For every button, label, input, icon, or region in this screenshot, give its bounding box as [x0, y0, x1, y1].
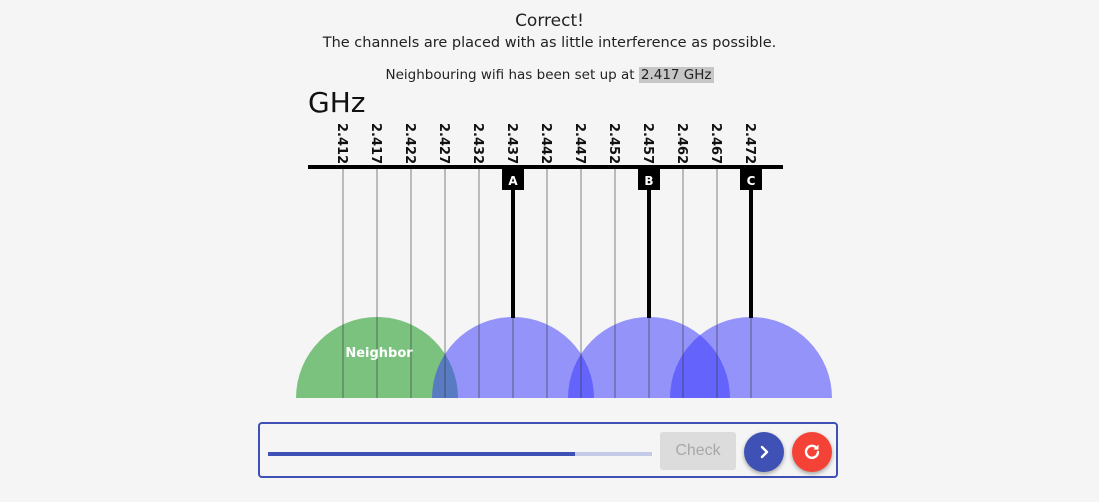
channel-marker-a [502, 169, 524, 190]
refresh-icon [804, 444, 820, 459]
progress-fill [268, 452, 576, 456]
frequency-tick-label: 2.427 [436, 123, 451, 164]
frequency-tick-label: 2.447 [572, 123, 587, 164]
feedback-message: The channels are placed with as little i… [322, 35, 777, 51]
feedback-title: Correct! [515, 11, 584, 31]
frequency-tick-label: 2.452 [606, 123, 621, 164]
channel-marker-b [638, 169, 660, 190]
frequency-tick-label: 2.467 [708, 123, 723, 164]
frequency-tick-label: 2.462 [674, 123, 689, 164]
progress-bar [268, 452, 652, 456]
neighbour-info-text: Neighbouring wifi has been set up at [385, 67, 639, 83]
channel-marker-label: B [644, 174, 653, 188]
neighbour-frequency: 2.417 GHz [638, 67, 714, 83]
next-button[interactable] [744, 432, 784, 472]
frequency-tick-label: 2.472 [742, 123, 757, 164]
frequency-tick-label: 2.457 [640, 123, 655, 164]
check-button[interactable]: Check [660, 432, 736, 470]
channel-marker-c [740, 169, 762, 190]
chevron-right-icon [760, 445, 769, 459]
frequency-tick-label: 2.442 [538, 123, 553, 164]
neighbour-info: Neighbouring wifi has been set up at 2.4… [0, 67, 1099, 83]
controls-bar: Check [258, 422, 838, 478]
frequency-tick-label: 2.432 [470, 123, 485, 164]
frequency-tick-label: 2.412 [334, 123, 349, 164]
reset-button[interactable] [792, 432, 832, 472]
channel-marker-label: C [747, 174, 756, 188]
channel-marker-label: A [508, 174, 518, 188]
neighbor-label: Neighbor [345, 346, 413, 361]
frequency-tick-label: 2.437 [504, 123, 519, 164]
frequency-tick-label: 2.417 [368, 123, 383, 164]
unit-label: GHz [308, 86, 366, 119]
frequency-tick-label: 2.422 [402, 123, 417, 164]
